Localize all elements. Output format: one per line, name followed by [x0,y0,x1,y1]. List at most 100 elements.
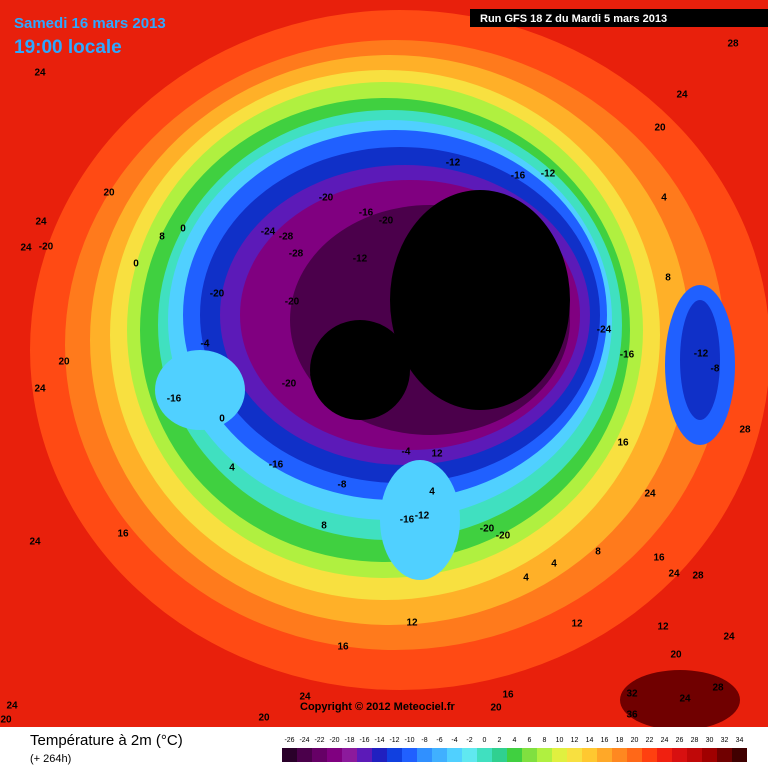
map-value-label: -16 [269,460,284,471]
scale-swatch [732,748,747,762]
scale-swatch [402,748,417,762]
scale-swatch [612,748,627,762]
map-value-label: -4 [402,447,411,458]
scale-label: -24 [299,737,309,744]
map-value-label: -8 [711,364,720,375]
map-value-label: 8 [321,521,327,532]
scale-label: -14 [374,737,384,744]
map-value-label: 24 [299,692,311,703]
map-value-label: -28 [463,310,478,321]
map-value-label: 8 [159,232,165,243]
map-value-label: -20 [423,363,438,374]
lead-time: (+ 264h) [30,753,71,765]
map-value-label: 28 [712,683,724,694]
run-box [470,9,768,27]
map-value-label: -20 [480,524,495,535]
map-value-label: -16 [425,258,440,269]
scale-swatch [282,748,297,762]
scale-label: -26 [284,737,294,744]
map-value-label: 28 [727,39,739,50]
scale-label: -20 [329,737,339,744]
scale-label: 30 [706,737,714,744]
map-value-label: 36 [626,710,638,721]
scale-label: -10 [404,737,414,744]
scale-swatch [312,748,327,762]
scale-swatch [597,748,612,762]
scale-swatch [342,748,357,762]
map-value-label: -28 [289,249,304,260]
map-value-label: 16 [617,438,629,449]
map-value-label: 24 [34,68,46,79]
scale-label: 6 [528,737,532,744]
scale-label: 22 [646,737,654,744]
map-value-label: 4 [551,559,557,570]
map-value-label: 24 [676,90,688,101]
scale-label: 14 [586,737,594,744]
scale-swatch [567,748,582,762]
map-value-label: -20 [282,379,297,390]
map-value-label: -20 [210,289,225,300]
date-label: Samedi 16 mars 2013 [14,15,166,32]
scale-swatch [447,748,462,762]
scale-label: 24 [661,737,669,744]
scale-label: 0 [483,737,487,744]
map-value-label: 20 [0,715,12,726]
scale-swatch [492,748,507,762]
scale-label: 20 [631,737,639,744]
scale-swatch [432,748,447,762]
map-value-label: -32 [455,390,470,401]
map-value-label: -32 [458,210,473,221]
scale-label: 32 [721,737,729,744]
scale-label: 12 [571,737,579,744]
scale-swatch [327,748,342,762]
map-value-label: 4 [429,487,435,498]
map-value-label: 20 [490,703,502,714]
map-value-label: 12 [571,619,583,630]
map-value-label: 16 [502,690,514,701]
scale-swatch [552,748,567,762]
scale-label: -16 [359,737,369,744]
map-value-label: 20 [258,713,270,724]
scale-swatch [627,748,642,762]
scale-label: -12 [389,737,399,744]
map-value-label: 24 [6,701,18,712]
map-value-label: -12 [415,511,430,522]
map-value-label: 24 [20,243,32,254]
map-value-label: -24 [597,325,612,336]
map-value-label: 12 [406,618,418,629]
scale-swatch [387,748,402,762]
map-value-label: -16 [359,208,374,219]
scale-swatch [477,748,492,762]
map-value-label: 24 [644,489,656,500]
map-value-label: 8 [595,547,601,558]
map-value-label: 20 [58,357,70,368]
map-value-label: 28 [739,425,751,436]
scale-label: 16 [601,737,609,744]
scale-label: -6 [436,737,442,744]
map-value-label: -20 [379,216,394,227]
scale-swatch [507,748,522,762]
scale-label: -8 [421,737,427,744]
temperature-field [30,10,768,730]
legend-title: Température à 2m (°C) [30,732,183,749]
time-label: 19:00 locale [14,37,122,58]
run-label: Run GFS 18 Z du Mardi 5 mars 2013 [480,13,667,25]
scale-label: 4 [513,737,517,744]
color-scale: -26 -24 -22 -20 -18 -16 -14 -12 -10 -8 -6 -4 -2 0 2 4 6 8… [282,737,747,762]
map-value-label: -24 [478,374,493,385]
scale-swatch [522,748,537,762]
map-value-label: -12 [541,169,556,180]
map-value-label: -20 [39,242,54,253]
map-value-label: 24 [34,384,46,395]
map-value-label: 16 [337,642,349,653]
map-value-label: -20 [319,193,334,204]
scale-swatch [642,748,657,762]
scale-swatch [687,748,702,762]
map-value-label: 16 [653,553,665,564]
map-value-label: 4 [661,193,667,204]
scale-label: 8 [543,737,547,744]
map-value-label: -32 [454,243,469,254]
scale-swatch [417,748,432,762]
